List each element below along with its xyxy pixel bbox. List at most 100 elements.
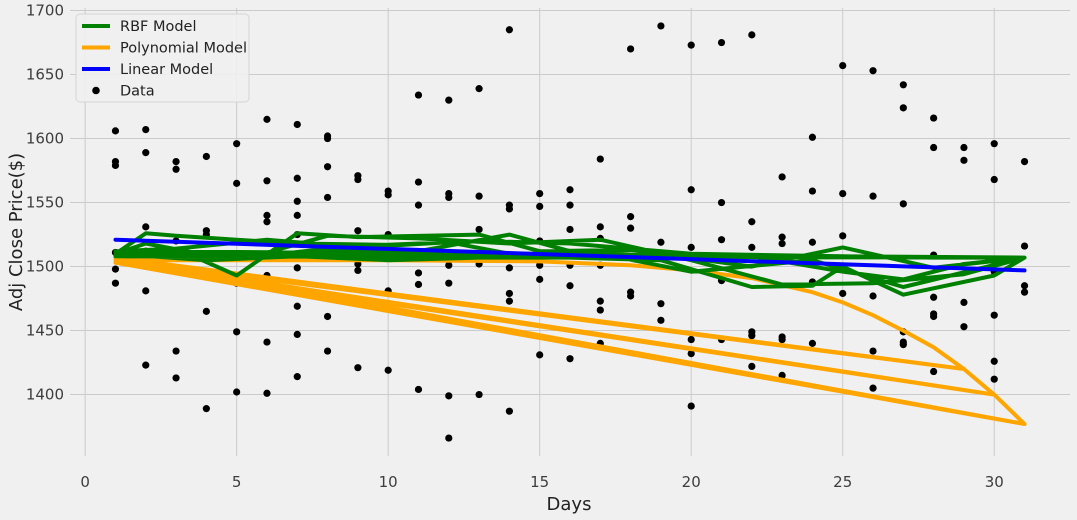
data-point (233, 140, 241, 148)
data-point (445, 434, 453, 442)
y-tick-label: 1450 (26, 322, 64, 340)
legend-label: Polynomial Model (120, 41, 247, 57)
x-tick-label: 5 (232, 473, 242, 491)
data-point (505, 407, 513, 415)
data-point (536, 190, 544, 198)
data-point (899, 200, 907, 208)
data-point (960, 323, 968, 331)
data-point (172, 347, 180, 355)
data-point (899, 104, 907, 112)
data-point (323, 163, 332, 171)
data-point (445, 392, 453, 400)
data-point (475, 85, 483, 93)
data-point (566, 355, 574, 363)
data-point (808, 133, 817, 141)
legend-label: Data (120, 84, 155, 100)
data-point (627, 45, 635, 53)
x-tick-label: 30 (985, 473, 1004, 491)
data-point (990, 357, 998, 365)
data-point (323, 312, 332, 321)
data-point (445, 193, 453, 202)
data-point (869, 67, 877, 75)
data-point (839, 62, 847, 70)
data-point (808, 339, 817, 347)
data-point (233, 328, 241, 336)
data-point (748, 218, 756, 226)
data-point (748, 31, 756, 39)
data-point (960, 156, 968, 164)
data-point (445, 96, 453, 104)
data-point (687, 243, 695, 251)
data-point (687, 350, 695, 358)
data-point (717, 236, 726, 244)
data-point (505, 26, 513, 34)
data-point (990, 175, 998, 184)
x-tick-label: 25 (833, 473, 852, 491)
data-point (293, 264, 301, 272)
y-tick-label: 1400 (26, 386, 64, 404)
data-point (323, 193, 332, 202)
data-point (536, 275, 544, 283)
data-point (687, 402, 695, 410)
data-point (172, 374, 180, 382)
data-point (354, 266, 362, 274)
data-point (839, 232, 847, 240)
legend-label: Linear Model (120, 62, 213, 78)
data-point (142, 287, 150, 295)
data-point (384, 191, 392, 199)
data-point (990, 140, 998, 148)
data-point (202, 307, 210, 315)
data-point (263, 211, 271, 219)
data-point (111, 127, 120, 135)
data-point (1020, 282, 1029, 290)
data-point (960, 143, 968, 152)
data-point (748, 362, 756, 370)
data-point (293, 197, 301, 205)
data-point (596, 223, 604, 231)
data-point (657, 300, 665, 308)
data-point (293, 373, 301, 381)
data-point (536, 351, 544, 359)
data-point (263, 115, 271, 123)
data-point (657, 316, 665, 324)
data-point (748, 332, 756, 340)
data-point (717, 38, 726, 47)
data-point (505, 264, 513, 272)
data-point (414, 280, 423, 289)
data-point (233, 179, 241, 187)
y-tick-label: 1650 (26, 66, 64, 84)
data-point (475, 390, 483, 399)
x-tick-label: 15 (530, 473, 549, 491)
data-point (323, 347, 332, 355)
data-point (930, 367, 938, 376)
data-point (960, 298, 968, 306)
data-point (748, 243, 756, 251)
data-point (566, 201, 574, 209)
polynomial-model-line (113, 255, 1027, 426)
x-tick-label: 10 (379, 473, 398, 491)
legend-label: RBF Model (120, 19, 197, 35)
data-point (899, 341, 907, 349)
data-point (414, 91, 423, 99)
series-layer (111, 22, 1029, 442)
data-point (172, 158, 180, 166)
data-point (990, 375, 998, 383)
data-point (142, 126, 150, 134)
legend-marker (92, 86, 100, 95)
data-point (930, 293, 938, 301)
data-point (536, 202, 544, 210)
data-point (414, 385, 423, 394)
y-tick-label: 1700 (26, 2, 64, 20)
y-tick-label: 1600 (26, 130, 64, 148)
data-point (202, 405, 210, 413)
data-point (596, 155, 604, 163)
tick-labels: 0 5 10 15 20 25 30 1400 1450 1500 1550 1600 1650 1700 (26, 2, 1004, 491)
data-point (505, 297, 513, 305)
rbf-model-line (113, 231, 1027, 297)
data-point (839, 190, 847, 198)
data-point (566, 282, 574, 290)
data-point (808, 238, 817, 246)
data-point (869, 347, 877, 355)
data-point (1020, 242, 1029, 250)
data-point (414, 201, 423, 209)
